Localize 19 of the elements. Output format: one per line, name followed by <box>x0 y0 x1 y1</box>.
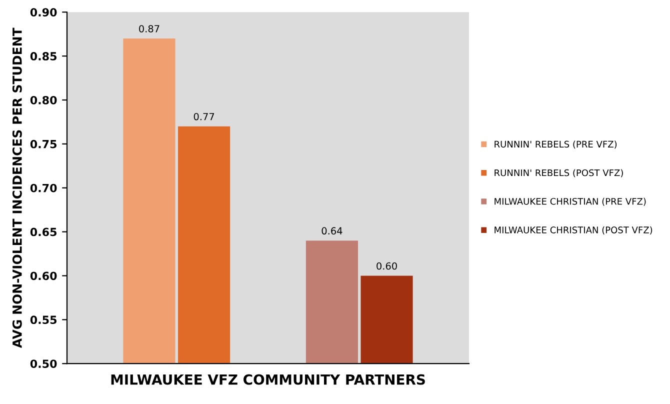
y-axis-title: AVG NON-VIOLENT INCIDENCES PER STUDENT <box>12 28 22 348</box>
data-label: 0.87 <box>139 25 160 32</box>
y-tick-label: 0.75 <box>30 140 57 148</box>
legend-label: MILWAUKEE CHRISTIAN (PRE VFZ) <box>494 198 646 206</box>
data-label: 0.60 <box>376 262 397 270</box>
y-tick-label: 0.80 <box>30 96 57 104</box>
y-tick-label: 0.60 <box>30 272 57 280</box>
y-tick-label: 0.65 <box>30 228 57 236</box>
y-tick-label: 0.50 <box>30 360 57 368</box>
y-tick-label: 0.90 <box>30 8 57 16</box>
legend-label: RUNNIN' REBELS (PRE VFZ) <box>494 140 617 149</box>
y-tick-label: 0.70 <box>30 184 57 192</box>
data-label: 0.64 <box>322 227 342 235</box>
y-tick-label: 0.85 <box>30 52 57 60</box>
y-tick-label: 0.55 <box>30 316 57 324</box>
data-label: 0.77 <box>194 112 214 120</box>
legend-label: MILWAUKEE CHRISTIAN (POST VFZ) <box>494 226 652 234</box>
legend-label: RUNNIN' REBELS (POST VFZ) <box>494 169 623 178</box>
x-axis-title: MILWAUKEE VFZ COMMUNITY PARTNERS <box>111 374 425 385</box>
